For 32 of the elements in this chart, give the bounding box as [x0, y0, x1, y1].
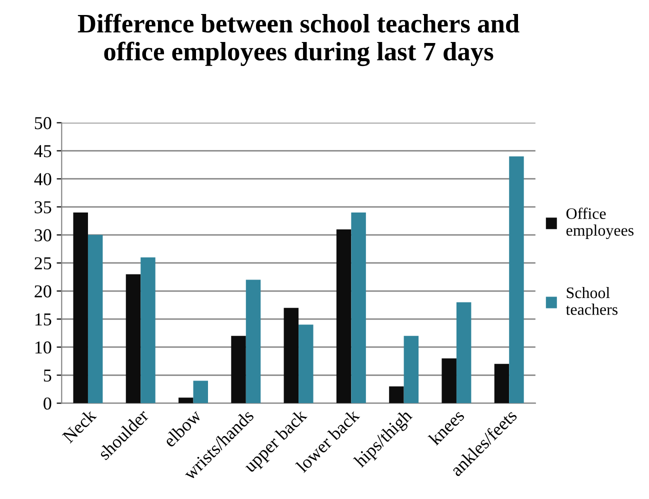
bar — [298, 324, 314, 404]
bar — [509, 156, 524, 404]
y-tick-label: 30 — [34, 229, 52, 242]
y-tick-label: 25 — [34, 257, 52, 270]
bar — [442, 358, 456, 404]
y-tick-label: 35 — [34, 201, 52, 214]
bar — [178, 398, 194, 404]
bar — [336, 229, 352, 404]
bar — [494, 364, 510, 404]
y-tick-label: 0 — [44, 397, 52, 410]
y-tick-label: 10 — [35, 341, 52, 354]
y-tick-label: 20 — [34, 285, 52, 298]
y-tick-label: 45 — [34, 145, 52, 158]
y-tick-label: 5 — [44, 370, 52, 382]
bar — [246, 280, 261, 404]
legend-label: Office employees — [566, 208, 634, 240]
bar — [73, 212, 88, 404]
bar — [389, 386, 404, 404]
bar — [404, 336, 419, 404]
legend-label: School teachers — [566, 286, 618, 315]
chart-title: Difference between school teachers and office employees during last 7 days — [78, 14, 520, 66]
bar — [126, 274, 141, 404]
y-tick-label: 40 — [34, 173, 52, 186]
bar — [193, 380, 208, 404]
bar — [351, 212, 366, 404]
y-tick-label: 15 — [35, 313, 52, 326]
y-tick-label: 50 — [34, 117, 52, 130]
bar — [284, 308, 299, 404]
bar — [88, 234, 103, 404]
bar — [140, 257, 156, 404]
bar — [456, 302, 472, 404]
bar — [231, 336, 246, 404]
